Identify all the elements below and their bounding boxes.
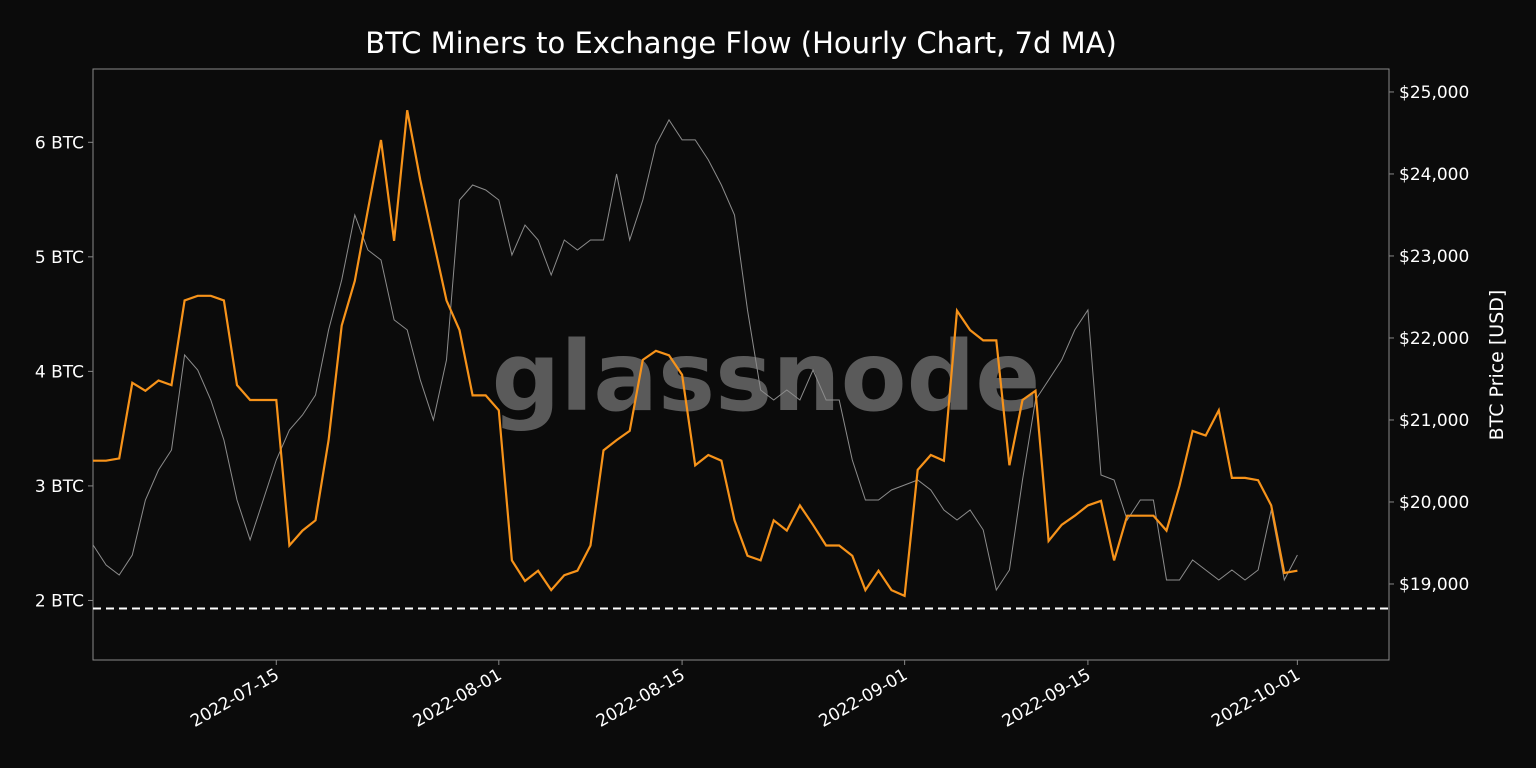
y2-tick-label: $24,000 xyxy=(1399,165,1469,185)
y2-tick-label: $19,000 xyxy=(1399,575,1469,595)
price-line xyxy=(92,118,1298,592)
y2-tick-label: $23,000 xyxy=(1399,247,1469,267)
y-tick-label: 4 BTC xyxy=(35,362,84,382)
watermark: glassnode xyxy=(492,321,1041,433)
y-tick-label: 6 BTC xyxy=(35,133,84,153)
y-tick-label: 3 BTC xyxy=(35,477,84,497)
y2-tick-label: $21,000 xyxy=(1399,411,1469,431)
y2-tick-label: $25,000 xyxy=(1399,83,1469,103)
y2-tick-label: $20,000 xyxy=(1399,493,1469,513)
y-tick-label: 5 BTC xyxy=(35,248,84,268)
chart-title: BTC Miners to Exchange Flow (Hourly Char… xyxy=(365,26,1117,60)
y-tick-label: 2 BTC xyxy=(35,591,84,611)
flow-line xyxy=(93,109,1298,598)
plot-frame xyxy=(92,68,1390,661)
y2-tick-label: $22,000 xyxy=(1399,329,1469,349)
y2-axis-label: BTC Price [USD] xyxy=(1486,290,1508,441)
